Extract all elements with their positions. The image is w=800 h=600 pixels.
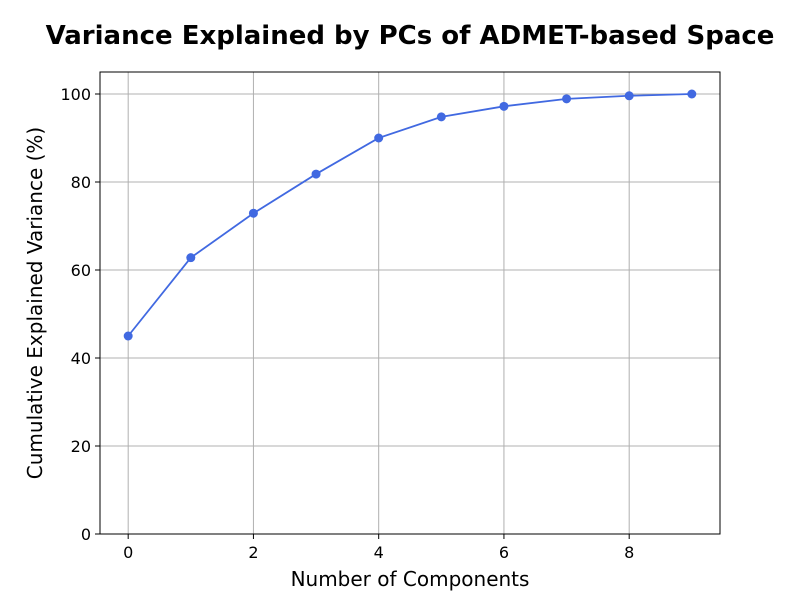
plot-frame bbox=[99, 71, 721, 535]
data-point bbox=[311, 169, 321, 179]
y-tick-label: 20 bbox=[71, 437, 91, 456]
x-axis-label: Number of Components bbox=[291, 567, 530, 591]
x-tick-label: 4 bbox=[374, 543, 384, 562]
data-point bbox=[687, 89, 697, 99]
data-point bbox=[186, 253, 196, 263]
y-tick-label: 60 bbox=[71, 261, 91, 280]
data-point bbox=[374, 133, 384, 143]
data-point bbox=[436, 112, 446, 122]
x-tick-label: 0 bbox=[123, 543, 133, 562]
grid bbox=[100, 72, 720, 535]
data-point bbox=[562, 94, 572, 104]
x-tick-label: 2 bbox=[248, 543, 258, 562]
y-tick-label: 40 bbox=[71, 349, 91, 368]
chart-title: Variance Explained by PCs of ADMET-based… bbox=[46, 21, 775, 51]
y-axis-label: Cumulative Explained Variance (%) bbox=[23, 127, 47, 479]
data-point bbox=[123, 331, 133, 341]
y-tick-label: 100 bbox=[60, 85, 91, 104]
x-tick-label: 6 bbox=[499, 543, 509, 562]
data-point bbox=[248, 208, 258, 218]
series-layer bbox=[123, 89, 697, 341]
series-line bbox=[127, 93, 692, 337]
data-point bbox=[499, 101, 509, 111]
x-tick-label: 8 bbox=[624, 543, 634, 562]
y-tick-label: 80 bbox=[71, 173, 91, 192]
y-tick-label: 0 bbox=[81, 525, 91, 544]
data-point bbox=[624, 91, 634, 101]
